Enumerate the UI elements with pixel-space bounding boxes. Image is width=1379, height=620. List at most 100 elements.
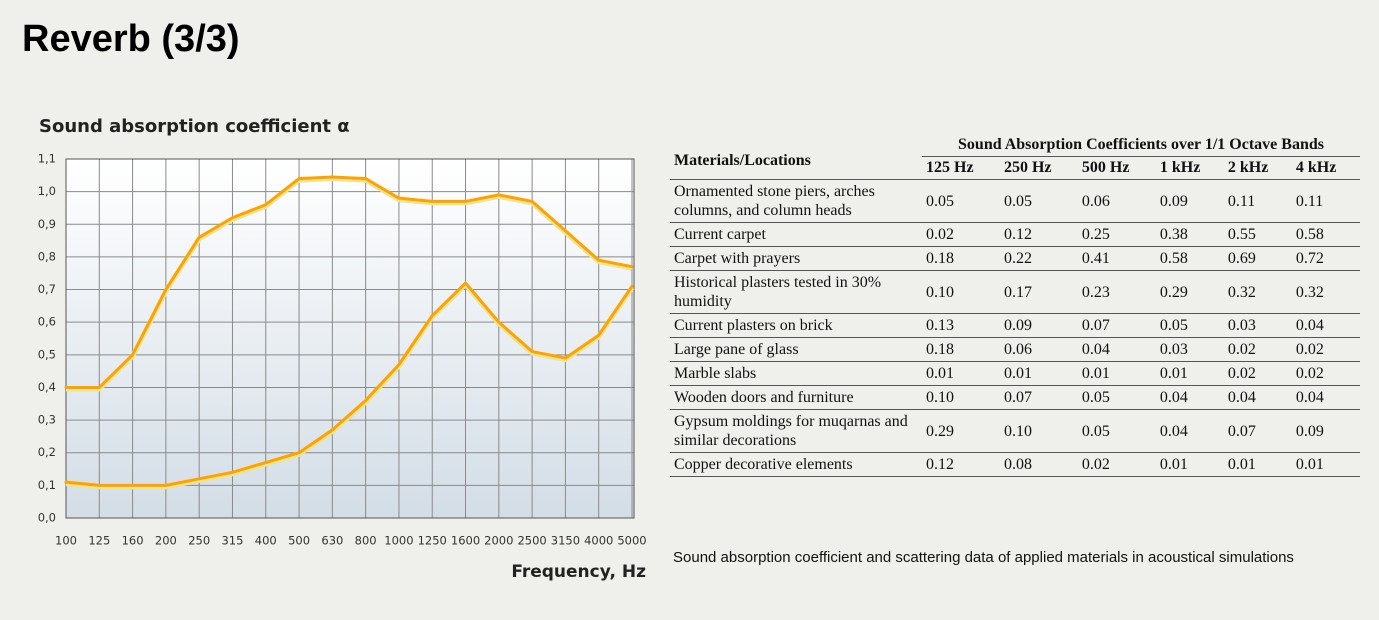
series-line [64, 175, 634, 389]
table-row: Ornamented stone piers, arches columns, … [670, 179, 1360, 223]
material-cell: Copper decorative elements [674, 456, 853, 473]
material-cell: Historical plasters tested in 30% humidi… [674, 274, 882, 310]
value-cell: 0.11 [1295, 192, 1324, 210]
value-cell: 0.18 [926, 341, 954, 358]
slide-title: Reverb (3/3) [22, 18, 240, 60]
x-tick-label: 1000 [384, 534, 413, 548]
value-cell: 0.01 [926, 365, 954, 382]
value-cell: 0.58 [1295, 226, 1324, 243]
value-cell: 0.07 [1081, 317, 1110, 334]
chart: Sound absorption coefficient α Frequency… [38, 116, 647, 582]
table-row: Marble slabs 0.01 0.01 0.01 0.01 0.02 0.02 [670, 361, 1360, 386]
value-cell: 0.06 [1003, 341, 1032, 358]
plot-area [66, 159, 634, 518]
y-tick-label: 0,4 [38, 380, 56, 394]
value-cell: 0.04 [1227, 389, 1256, 406]
value-cell: 0.11 [1227, 192, 1256, 210]
value-cell: 0.32 [1227, 283, 1256, 301]
value-cell: 0.17 [1003, 283, 1032, 301]
table-caption: Sound absorption coefficient and scatter… [673, 549, 1294, 566]
column-header: 4 kHz [1295, 159, 1337, 176]
x-axis-title: Frequency, Hz [511, 562, 646, 582]
x-tick-label: 630 [321, 534, 343, 548]
x-tick-label: 2500 [517, 534, 546, 548]
value-cell: 0.10 [926, 389, 954, 406]
value-cell: 0.23 [1081, 283, 1110, 301]
y-tick-label: 1,1 [38, 152, 56, 166]
y-tick-label: 0,1 [38, 478, 56, 492]
value-cell: 0.09 [1295, 422, 1324, 440]
value-cell: 0.01 [1159, 365, 1188, 382]
value-cell: 0.12 [1003, 226, 1032, 243]
column-header-row: 125 Hz 250 Hz 500 Hz 1 kHz 2 kHz 4 kHz [670, 157, 1360, 180]
table-row: Gypsum moldings for muqarnas and similar… [670, 409, 1360, 453]
table-body: Ornamented stone piers, arches columns, … [670, 179, 1360, 477]
column-header: 250 Hz [1003, 159, 1052, 176]
value-cell: 0.05 [1081, 389, 1110, 406]
value-cell: 0.03 [1159, 341, 1188, 358]
value-cell: 0.07 [1003, 389, 1032, 406]
coefficient-table: Materials/Locations Sound Absorption Coe… [670, 134, 1360, 477]
value-cell: 0.08 [1003, 456, 1032, 473]
value-cell: 0.02 [1227, 365, 1256, 382]
x-tick-label: 1600 [451, 534, 480, 548]
y-tick-label: 0,3 [38, 413, 56, 427]
header-cell: Materials/Locations [674, 152, 811, 169]
value-cell: 0.07 [1227, 422, 1256, 440]
x-tick-label: 100 [55, 534, 77, 548]
y-tick-label: 1,0 [38, 184, 56, 198]
x-tick-label: 125 [88, 534, 110, 548]
x-tick-label: 5000 [617, 534, 646, 548]
value-cell: 0.05 [1159, 317, 1188, 334]
y-tick-label: 0,9 [38, 217, 56, 231]
y-tick-label: 0,8 [38, 249, 56, 263]
x-tick-label: 800 [355, 534, 377, 548]
value-cell: 0.05 [1003, 192, 1032, 210]
value-cell: 0.04 [1159, 389, 1188, 406]
column-header: 125 Hz [926, 159, 974, 176]
table-row: Current carpet 0.02 0.12 0.25 0.38 0.55 0.58 [670, 222, 1360, 247]
material-cell: Current plasters on brick [674, 317, 833, 334]
value-cell: 0.22 [1003, 250, 1032, 267]
value-cell: 0.03 [1227, 317, 1256, 334]
table-row: Large pane of glass 0.18 0.06 0.04 0.03 0.02 0… [670, 337, 1360, 362]
header-cell: Sound Absorption Coefficients over 1/1 O… [922, 134, 1360, 157]
y-axis-title: Sound absorption coefficient α [39, 116, 350, 137]
value-cell: 0.02 [1295, 365, 1324, 382]
x-tick-label: 500 [288, 534, 310, 548]
value-cell: 0.01 [1159, 456, 1188, 473]
x-tick-label: 160 [122, 534, 144, 548]
table-row: Carpet with prayers 0.18 0.22 0.41 0.58 0.69 0… [670, 246, 1360, 271]
value-cell: 0.04 [1159, 422, 1188, 440]
value-cell: 0.02 [1227, 341, 1256, 358]
series-line [64, 281, 634, 487]
value-cell: 0.01 [1003, 365, 1032, 382]
value-cell: 0.72 [1295, 250, 1324, 267]
x-tick-label: 2000 [484, 534, 513, 548]
value-cell: 0.58 [1159, 250, 1188, 267]
material-cell: Large pane of glass [674, 341, 799, 358]
x-tick-label: 250 [188, 534, 210, 548]
material-cell: Current carpet [674, 226, 766, 243]
y-tick-label: 0,5 [38, 347, 56, 361]
value-cell: 0.09 [1003, 317, 1032, 334]
value-cell: 0.29 [1159, 283, 1188, 301]
value-cell: 0.13 [926, 317, 954, 334]
material-cell: Ornamented stone piers, arches columns, … [674, 183, 875, 219]
value-cell: 0.09 [1159, 192, 1188, 210]
value-cell: 0.29 [926, 422, 954, 440]
value-cell: 0.04 [1081, 341, 1110, 358]
material-cell: Marble slabs [674, 365, 757, 382]
x-tick-label: 1250 [418, 534, 447, 548]
value-cell: 0.06 [1081, 192, 1110, 210]
value-cell: 0.18 [926, 250, 954, 267]
value-cell: 0.01 [1227, 456, 1256, 473]
value-cell: 0.02 [926, 226, 954, 243]
table-row: Historical plasters tested in 30% humidi… [670, 270, 1360, 314]
table-row: Wooden doors and furniture 0.10 0.07 0.05 0.… [670, 385, 1360, 410]
column-header: 1 kHz [1159, 159, 1201, 176]
value-cell: 0.04 [1295, 317, 1324, 334]
value-cell: 0.12 [926, 456, 954, 473]
value-cell: 0.05 [1081, 422, 1110, 440]
